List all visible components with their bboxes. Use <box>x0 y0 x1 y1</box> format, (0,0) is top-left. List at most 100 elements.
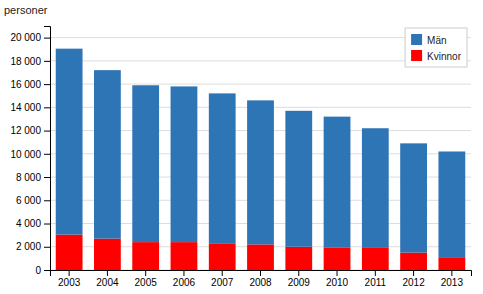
x-tick-mark <box>260 270 261 276</box>
x-tick-mark <box>222 270 223 276</box>
x-tick-mark <box>413 270 414 276</box>
x-tick-mark <box>107 270 108 276</box>
bar <box>400 253 427 270</box>
x-tick-mark <box>145 270 146 276</box>
chart: 2003 2004 2005 2006 2007 2008 2009 2010 2011 2012… <box>0 0 483 294</box>
y-tick-label: 6 000 <box>16 195 41 206</box>
series <box>56 49 466 258</box>
x-tick-mark <box>183 270 184 276</box>
y-tick-mark <box>44 177 50 178</box>
bar <box>209 93 236 243</box>
x-tick-label: 2003 <box>58 277 81 288</box>
x-axis-line <box>51 271 472 277</box>
x-tick-label: 2011 <box>365 277 387 288</box>
legend-label: Kvinnor <box>427 51 462 62</box>
x-tick-mark <box>375 270 376 276</box>
y-tick-mark <box>44 154 50 155</box>
x-tick-label: 2004 <box>96 277 119 288</box>
y-tick-label: 14 000 <box>10 102 41 113</box>
bar <box>94 239 121 270</box>
y-tick: 18 000 <box>10 56 50 67</box>
y-tick: 16 000 <box>10 79 50 90</box>
x-tick-mark <box>298 270 299 276</box>
bars <box>56 49 466 270</box>
legend-box <box>405 28 467 67</box>
bar <box>362 248 389 270</box>
bar <box>209 243 236 270</box>
x-tick-label: 2013 <box>441 277 464 288</box>
y-tick-mark <box>44 131 50 132</box>
bar <box>171 86 198 242</box>
bar <box>400 143 427 252</box>
bar <box>56 235 83 270</box>
x-tick-mark <box>69 270 70 276</box>
x-tick: 2011 <box>365 270 387 288</box>
legend-swatch <box>411 50 422 61</box>
bar <box>94 70 121 238</box>
x-tick: 2009 <box>288 270 311 288</box>
x-tick: 2010 <box>326 270 349 288</box>
bar <box>171 242 198 270</box>
x-tick-label: 2006 <box>173 277 196 288</box>
x-tick: 2013 <box>441 270 464 288</box>
y-tick: 8 000 <box>16 172 50 183</box>
bar <box>324 247 351 270</box>
bar <box>362 128 389 248</box>
x-tick-label: 2007 <box>211 277 234 288</box>
x-tick: 2008 <box>249 270 272 288</box>
y-tick: 10 000 <box>10 149 50 160</box>
bar <box>247 100 274 244</box>
x-tick: 2006 <box>173 270 196 288</box>
y-tick: 12 000 <box>10 125 50 136</box>
y-tick-label: 10 000 <box>10 149 41 160</box>
legend-label: Män <box>427 35 446 46</box>
y-axis-line <box>44 27 51 271</box>
y-tick-label: 16 000 <box>10 79 41 90</box>
bar <box>132 242 159 270</box>
y-tick-mark <box>44 61 50 62</box>
x-tick: 2003 <box>58 270 81 288</box>
x-tick: 2007 <box>211 270 234 288</box>
y-tick: 4 000 <box>16 218 50 229</box>
bar <box>438 257 465 270</box>
y-tick-mark <box>44 270 50 271</box>
y-tick-mark <box>44 107 50 108</box>
plot: 2003 2004 2005 2006 2007 2008 2009 2010 2011 2012… <box>10 27 471 289</box>
y-tick: 20 000 <box>10 32 50 43</box>
y-tick-label: 8 000 <box>16 172 41 183</box>
x-tick-label: 2008 <box>249 277 272 288</box>
y-axis: 0 2 000 4 000 6 000 8 000 10 000 12 000 14 000 1… <box>10 27 50 276</box>
y-tick-mark <box>44 84 50 85</box>
y-tick-label: 20 000 <box>10 32 41 43</box>
bar <box>324 117 351 248</box>
x-axis: 2003 2004 2005 2006 2007 2008 2009 2010 2011 2012… <box>51 270 472 288</box>
x-tick-mark <box>337 270 338 276</box>
y-tick-label: 18 000 <box>10 56 41 67</box>
y-label: personer <box>4 4 48 16</box>
y-tick-label: 2 000 <box>16 241 41 252</box>
y-tick: 2 000 <box>16 241 50 252</box>
y-tick-mark <box>44 247 50 248</box>
legend-swatch <box>411 34 422 45</box>
y-tick-mark <box>44 200 50 201</box>
legend-item: Män <box>411 34 446 46</box>
bar <box>247 244 274 270</box>
legend: Män Kvinnor <box>405 28 467 67</box>
x-tick: 2012 <box>402 270 425 288</box>
y-tick-mark <box>44 224 50 225</box>
y-tick: 14 000 <box>10 102 50 113</box>
x-tick: 2005 <box>135 270 158 288</box>
grid <box>50 38 471 270</box>
x-tick-label: 2010 <box>326 277 349 288</box>
y-tick-label: 0 <box>35 265 41 276</box>
y-tick-label: 12 000 <box>10 125 41 136</box>
x-tick: 2004 <box>96 270 119 288</box>
bar <box>285 247 312 270</box>
bar <box>285 111 312 247</box>
x-tick-label: 2012 <box>402 277 425 288</box>
y-tick: 0 <box>35 265 50 276</box>
x-tick-label: 2005 <box>135 277 158 288</box>
bar <box>438 151 465 257</box>
x-tick-mark <box>451 270 452 276</box>
x-tick-label: 2009 <box>288 277 311 288</box>
